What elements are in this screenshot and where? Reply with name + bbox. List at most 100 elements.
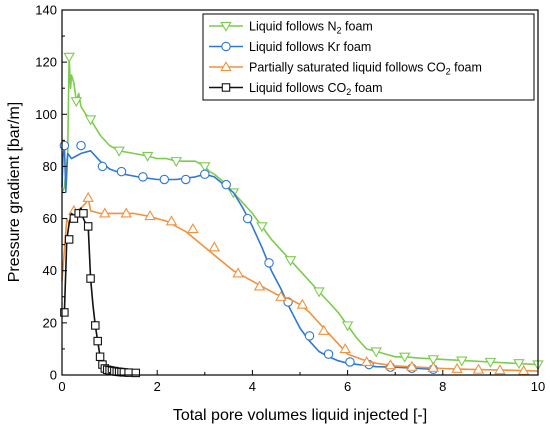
data-point — [141, 151, 154, 162]
x-tick-label: 10 — [531, 379, 545, 394]
data-point — [120, 207, 133, 218]
data-point — [159, 174, 170, 185]
data-point — [264, 258, 274, 268]
y-tick-label: 120 — [35, 55, 57, 70]
data-point — [275, 290, 287, 301]
series — [60, 207, 141, 378]
data-point — [242, 213, 253, 224]
legend-box — [202, 13, 535, 101]
legend-label-subscript: 2 — [446, 67, 451, 77]
legend-label-main: Liquid follows Kr foam — [249, 40, 371, 54]
legend-label: Liquid follows N2 foam — [249, 20, 373, 36]
data-point — [64, 235, 74, 244]
data-point — [484, 357, 497, 368]
x-tick-label: 0 — [58, 379, 65, 394]
series-layer — [59, 52, 544, 378]
legend-label-main: Liquid follows N — [249, 20, 337, 34]
legend-item: Liquid follows N2 foam — [209, 20, 373, 36]
data-point — [370, 347, 382, 358]
data-point — [199, 162, 211, 173]
data-point — [99, 207, 111, 218]
data-point — [170, 157, 182, 168]
legend-label: Partially saturated liquid follows CO2 f… — [249, 61, 482, 77]
data-point — [451, 362, 463, 373]
data-point — [472, 363, 485, 374]
y-tick-label: 0 — [50, 368, 57, 383]
legend-marker — [221, 41, 231, 52]
data-point — [63, 52, 75, 63]
legend-item: Partially saturated liquid follows CO2 f… — [209, 61, 482, 77]
data-point — [113, 146, 125, 157]
data-point — [318, 324, 330, 335]
data-point — [398, 352, 411, 363]
series — [61, 52, 544, 371]
x-tick-label: 4 — [249, 379, 256, 394]
x-tick-label: 8 — [439, 379, 446, 394]
data-point — [253, 280, 266, 291]
data-point — [93, 336, 102, 346]
x-axis-label: Total pore volumes liquid injected [-] — [173, 407, 427, 424]
data-point — [296, 298, 309, 309]
series — [61, 191, 539, 375]
data-point — [83, 222, 93, 231]
data-point — [82, 191, 94, 202]
legend-marker — [220, 61, 232, 72]
legend-item: Liquid follows Kr foam — [209, 40, 371, 54]
data-point — [427, 361, 440, 372]
legend-item: Liquid follows CO2 foam — [209, 81, 383, 97]
data-point — [313, 287, 325, 298]
y-tick-label: 140 — [35, 3, 57, 18]
data-point — [304, 331, 315, 341]
data-point — [70, 97, 83, 108]
data-point — [345, 357, 355, 367]
y-tick-label: 100 — [35, 107, 57, 122]
y-tick-label: 20 — [43, 315, 57, 330]
data-point — [116, 166, 127, 177]
data-point — [232, 267, 244, 278]
series-line — [61, 196, 539, 372]
legend-label-subscript: 2 — [337, 26, 342, 36]
data-point — [284, 256, 297, 267]
data-point — [69, 214, 79, 223]
data-point — [341, 321, 354, 332]
data-point — [406, 360, 418, 371]
data-point — [494, 364, 506, 375]
data-point — [456, 356, 468, 367]
data-point — [165, 215, 178, 226]
data-point — [384, 359, 397, 370]
data-point — [323, 349, 334, 359]
legend-label-suffix: foam — [342, 20, 373, 34]
data-point — [339, 343, 351, 354]
legend-marker — [221, 83, 231, 92]
data-point — [86, 274, 95, 283]
y-tick-label: 80 — [43, 159, 57, 174]
legend-label: Liquid follows CO2 foam — [249, 81, 383, 97]
x-tick-label: 6 — [344, 379, 351, 394]
data-point — [513, 359, 525, 370]
data-point — [131, 368, 141, 378]
data-point — [138, 172, 148, 182]
data-point — [144, 210, 156, 221]
data-point — [200, 169, 210, 180]
data-point — [79, 209, 88, 218]
data-point — [221, 179, 231, 190]
legend-label-suffix: foam — [351, 81, 382, 95]
y-axis-label: Pressure gradient [bar/m] — [6, 102, 23, 283]
data-point — [181, 174, 191, 185]
y-tick-label: 60 — [43, 211, 57, 226]
legend-label-suffix: foam — [451, 61, 482, 75]
data-point — [208, 241, 221, 252]
x-tick-label: 2 — [154, 379, 161, 394]
data-point — [97, 161, 108, 172]
legend-label-subscript: 2 — [346, 87, 351, 97]
data-point — [427, 355, 440, 366]
data-point — [76, 140, 86, 151]
data-point — [95, 352, 105, 361]
legend-label-main: Partially saturated liquid follows CO — [249, 61, 446, 75]
data-point — [84, 115, 97, 126]
legend-label: Liquid follows Kr foam — [249, 40, 371, 54]
legend-label-main: Liquid follows CO — [249, 81, 347, 95]
